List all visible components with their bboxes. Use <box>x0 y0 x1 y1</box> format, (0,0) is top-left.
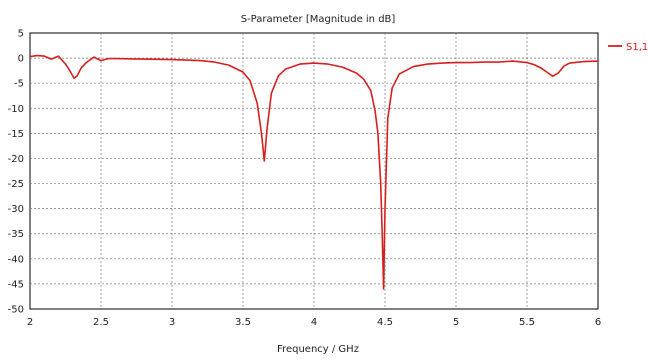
y-tick-label: 0 <box>18 54 24 65</box>
x-tick-label: 4.5 <box>377 317 393 328</box>
y-tick-label: -20 <box>8 154 24 165</box>
y-tick-label: -35 <box>8 229 24 240</box>
x-axis-label: Frequency / GHz <box>277 344 359 355</box>
grid-lines <box>30 33 598 309</box>
legend: S1,1 <box>608 42 648 53</box>
x-tick-label: 3.5 <box>235 317 251 328</box>
y-tick-label: -10 <box>8 104 24 115</box>
y-tick-label: -50 <box>8 305 24 316</box>
y-tick-label: -25 <box>8 179 24 190</box>
x-tick-label: 5 <box>453 317 459 328</box>
series-line-s11 <box>29 54 599 290</box>
y-tick-label: -15 <box>8 129 24 140</box>
x-tick-label: 3 <box>169 317 175 328</box>
y-tick-label: 5 <box>18 29 24 40</box>
tick-labels: 2 2.5 3 3.5 4 4.5 5 5.5 6 5 0 -5 -10 -15 -20 -25 -30 -35 -… <box>8 29 602 329</box>
x-tick-label: 6 <box>595 317 601 328</box>
x-tick-label: 4 <box>311 317 317 328</box>
chart-title: S-Parameter [Magnitude in dB] <box>241 14 396 25</box>
x-tick-label: 5.5 <box>519 317 535 328</box>
y-tick-label: -45 <box>8 279 24 290</box>
y-tick-label: -5 <box>14 79 24 90</box>
x-tick-label: 2 <box>27 317 33 328</box>
series-layer <box>29 54 599 290</box>
y-tick-label: -40 <box>8 254 24 265</box>
x-tick-label: 2.5 <box>93 317 109 328</box>
y-tick-label: -30 <box>8 204 24 215</box>
legend-label-s11: S1,1 <box>626 42 648 53</box>
